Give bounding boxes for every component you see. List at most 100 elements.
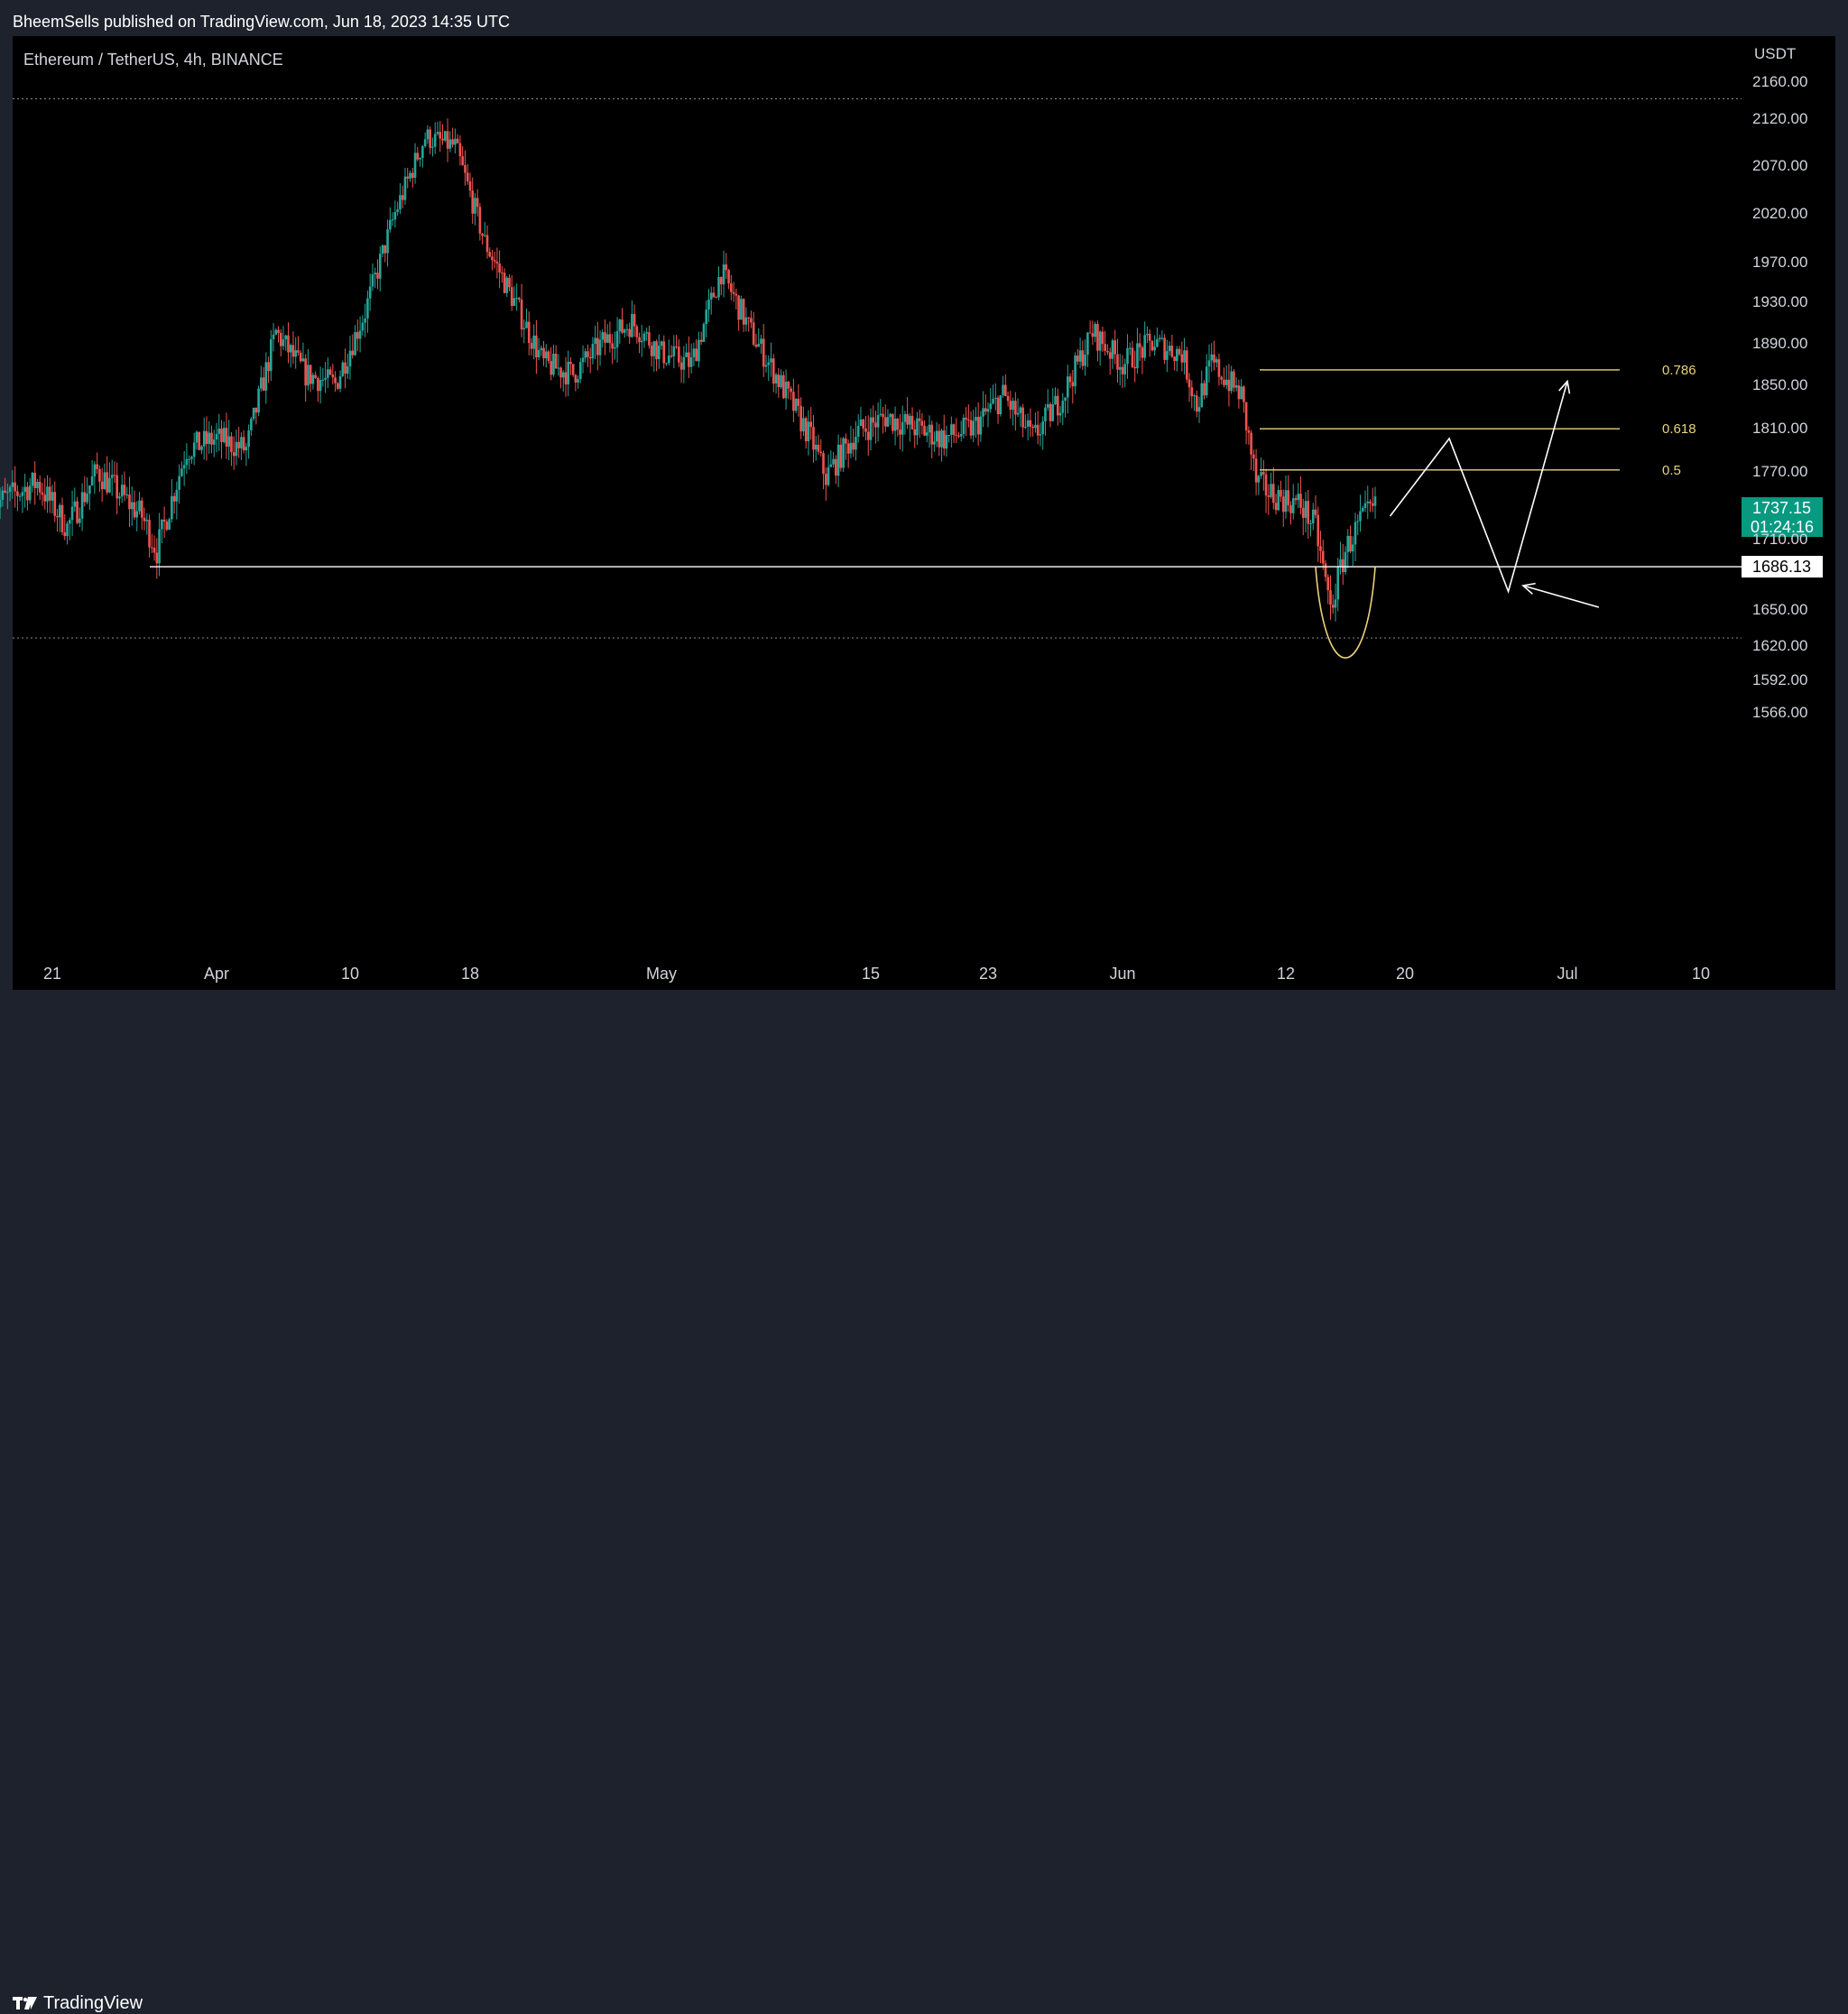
candle-up: [240, 432, 243, 460]
candle-body: [657, 346, 661, 360]
price-tick-label: 2020.00: [1752, 205, 1807, 222]
candle-down: [554, 345, 558, 369]
candle-body: [648, 332, 651, 346]
tradingview-logo[interactable]: TradingView: [13, 1993, 143, 2014]
candle-body: [1128, 347, 1132, 349]
candle-body: [1170, 346, 1174, 357]
candle-down: [752, 311, 755, 346]
candle-body: [754, 345, 758, 347]
candle-body: [1123, 364, 1127, 374]
candle-body: [883, 417, 887, 427]
candle-body: [232, 452, 236, 457]
candle-body: [1163, 337, 1166, 360]
candle-body: [992, 399, 994, 404]
candle-body: [1334, 599, 1337, 608]
candle-body: [454, 138, 457, 145]
last-price-box: [1742, 497, 1823, 538]
candle-down: [1101, 327, 1104, 352]
candle-body: [725, 264, 728, 271]
candle-up: [784, 369, 788, 410]
price-tick-label: 1930.00: [1752, 293, 1807, 310]
candle-up: [903, 411, 907, 435]
candle-body: [476, 198, 479, 208]
candle-body: [190, 457, 193, 459]
candle-body: [503, 273, 506, 293]
candle-body: [279, 332, 282, 346]
candle-body: [1016, 412, 1020, 415]
candle-body: [1146, 333, 1149, 336]
candle-body: [767, 362, 771, 365]
candle-body: [317, 377, 319, 392]
candle-body: [86, 493, 88, 503]
candle-body: [1361, 507, 1364, 512]
candle-body: [787, 382, 790, 389]
candle-body: [579, 362, 582, 380]
candle-body: [321, 379, 325, 381]
candle-body: [1058, 412, 1062, 416]
candle-down: [839, 437, 843, 472]
candle-down: [1217, 353, 1221, 386]
candle-up: [1158, 334, 1161, 343]
chart-pane[interactable]: [13, 36, 1835, 990]
candle-up: [364, 303, 366, 337]
candle-body: [336, 383, 339, 389]
candle-body: [903, 413, 907, 422]
candle-up: [1123, 358, 1127, 388]
candle-up: [544, 344, 548, 368]
candle-body: [1274, 503, 1278, 511]
candle-up: [1002, 375, 1004, 399]
candle-down: [297, 336, 300, 356]
price-tick-label: 1566.00: [1752, 704, 1807, 721]
candle-body: [594, 337, 596, 344]
candle-body: [198, 431, 200, 450]
candle-body: [982, 408, 984, 417]
candle-down: [383, 245, 387, 263]
candle-body: [1223, 379, 1225, 385]
candle-down: [277, 326, 280, 343]
candle-body: [11, 482, 14, 487]
candle-body: [918, 418, 921, 421]
candle-body: [168, 519, 171, 531]
candle-up: [916, 411, 919, 445]
candle-body: [660, 341, 663, 346]
candle-down: [1071, 369, 1075, 404]
candle-down: [1331, 594, 1335, 614]
candle-body: [83, 492, 87, 503]
candle-down: [1237, 379, 1241, 409]
candle-body: [923, 425, 926, 436]
candle-body: [212, 439, 216, 445]
candle-body: [254, 407, 258, 413]
candle-body: [297, 350, 300, 353]
candle-up: [135, 501, 139, 531]
candle-down: [140, 497, 143, 530]
candle-down: [1371, 487, 1374, 513]
candle-up: [1304, 492, 1307, 533]
candle-up: [484, 221, 486, 237]
candle-up: [371, 263, 374, 291]
time-tick-label: 15: [862, 965, 880, 983]
candle-body: [712, 292, 716, 298]
candle-body: [965, 417, 967, 420]
candle-down: [471, 177, 475, 225]
candle-up: [584, 347, 587, 363]
candle-body: [717, 277, 720, 298]
candle-body: [205, 430, 208, 444]
candle-down: [559, 366, 562, 389]
candle-body: [1104, 344, 1106, 351]
candle-up: [21, 486, 24, 513]
candle-down: [1173, 356, 1176, 371]
candle-down: [232, 436, 236, 470]
candle-up: [1046, 389, 1049, 411]
candle-up: [403, 168, 407, 205]
candle-body: [178, 476, 180, 490]
candle-down: [491, 249, 494, 271]
candle-body: [1304, 501, 1307, 518]
candle-up: [294, 337, 298, 369]
candle-body: [491, 256, 494, 261]
price-tick-label: 2070.00: [1752, 157, 1807, 174]
candle-body: [16, 491, 19, 496]
candle-body: [1094, 324, 1096, 337]
candle-body: [1230, 371, 1233, 392]
candle-up: [557, 354, 560, 376]
